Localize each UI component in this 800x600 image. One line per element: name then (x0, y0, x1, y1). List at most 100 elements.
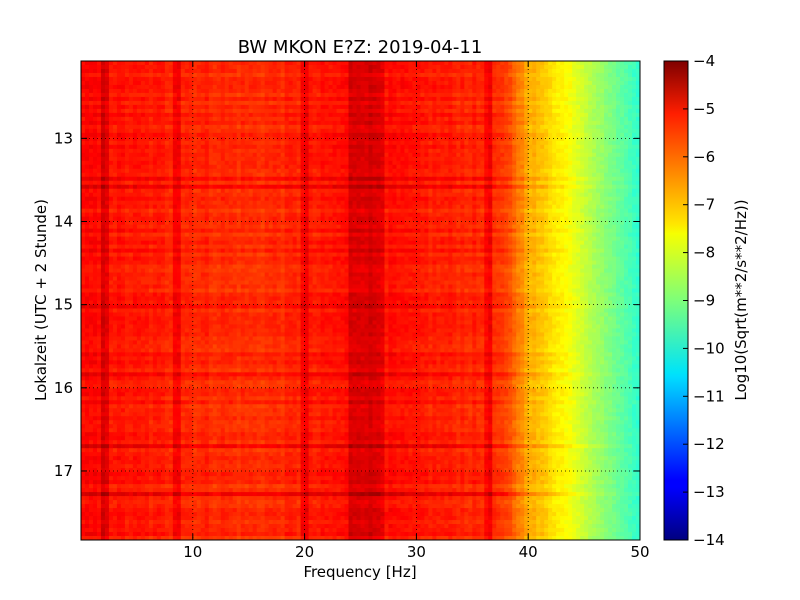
heatmap-cell (340, 112, 346, 118)
heatmap-cell (81, 116, 86, 122)
heatmap-cell (480, 96, 485, 102)
heatmap-cell (160, 156, 166, 162)
heatmap-cell (576, 104, 581, 110)
heatmap-cell (92, 88, 98, 94)
heatmap-cell (284, 196, 290, 202)
heatmap-cell (512, 120, 517, 126)
heatmap-cell (504, 192, 509, 198)
heatmap-cell (280, 172, 286, 178)
heatmap-cell (552, 188, 557, 194)
heatmap-cell (156, 84, 162, 90)
heatmap-cell (296, 112, 302, 118)
heatmap-cell (472, 104, 477, 110)
heatmap-cell (548, 136, 553, 142)
heatmap-cell (460, 92, 465, 98)
heatmap-cell (100, 61, 106, 66)
heatmap-cell (372, 196, 378, 202)
heatmap-cell (548, 156, 553, 162)
heatmap-cell (484, 160, 489, 166)
heatmap-cell (376, 152, 382, 158)
heatmap-cell (180, 196, 186, 202)
heatmap-cell (596, 152, 601, 158)
heatmap-cell (628, 120, 633, 126)
heatmap-cell (436, 144, 441, 150)
heatmap-cell (548, 68, 553, 74)
heatmap-cell (356, 132, 362, 138)
heatmap-cell (204, 184, 210, 190)
heatmap-cell (420, 148, 425, 154)
heatmap-cell (292, 92, 298, 98)
heatmap-cell (196, 96, 202, 102)
heatmap-cell (344, 76, 350, 82)
heatmap-cell (560, 64, 565, 70)
heatmap-cell (380, 176, 386, 182)
heatmap-cell (496, 180, 501, 186)
heatmap-cell (316, 180, 322, 186)
heatmap-cell (460, 72, 465, 78)
heatmap-cell (564, 112, 569, 118)
heatmap-cell (116, 124, 122, 130)
heatmap-cell (340, 136, 346, 142)
heatmap-cell (524, 144, 529, 150)
heatmap-cell (564, 144, 569, 150)
heatmap-cell (140, 180, 146, 186)
heatmap-cell (352, 92, 358, 98)
heatmap-cell (256, 128, 262, 134)
heatmap-cell (196, 72, 202, 78)
heatmap-cell (216, 172, 222, 178)
heatmap-cell (220, 156, 226, 162)
heatmap-cell (592, 196, 597, 202)
heatmap-cell (508, 108, 513, 114)
heatmap-cell (528, 108, 533, 114)
heatmap-cell (288, 116, 294, 122)
heatmap-cell (300, 180, 306, 186)
heatmap-cell (192, 160, 198, 166)
heatmap-cell (224, 196, 230, 202)
heatmap-cell (496, 176, 501, 182)
heatmap-cell (484, 132, 489, 138)
heatmap-cell (584, 124, 589, 130)
heatmap-cell (484, 76, 489, 82)
heatmap-cell (596, 88, 601, 94)
heatmap-cell (264, 152, 270, 158)
heatmap-cell (544, 184, 549, 190)
heatmap-cell (456, 132, 461, 138)
heatmap-cell (408, 72, 413, 78)
heatmap-cell (520, 96, 525, 102)
heatmap-cell (196, 128, 202, 134)
heatmap-cell (252, 88, 258, 94)
heatmap-cell (624, 188, 629, 194)
heatmap-cell (96, 96, 102, 102)
heatmap-cell (608, 116, 613, 122)
heatmap-cell (584, 152, 589, 158)
heatmap-cell (428, 152, 433, 158)
heatmap-cell (196, 116, 202, 122)
heatmap-cell (484, 116, 489, 122)
heatmap-cell (292, 188, 298, 194)
heatmap-cell (336, 188, 342, 194)
heatmap-cell (228, 96, 234, 102)
heatmap-cell (472, 196, 477, 202)
heatmap-cell (204, 180, 210, 186)
heatmap-cell (608, 80, 613, 86)
heatmap-cell (424, 61, 429, 66)
heatmap-cell (328, 156, 334, 162)
heatmap-cell (440, 112, 445, 118)
heatmap-cell (468, 188, 473, 194)
heatmap-cell (412, 112, 417, 118)
heatmap-cell (120, 128, 126, 134)
heatmap-cell (176, 176, 182, 182)
heatmap-cell (84, 172, 90, 178)
heatmap-cell (336, 80, 342, 86)
heatmap-cell (96, 132, 102, 138)
heatmap-cell (204, 84, 210, 90)
heatmap-cell (540, 192, 545, 198)
heatmap-cell (400, 152, 406, 158)
heatmap-cell (240, 176, 246, 182)
heatmap-cell (392, 61, 398, 66)
heatmap-cell (364, 100, 370, 106)
heatmap-cell (440, 84, 445, 90)
heatmap-cell (132, 64, 138, 70)
heatmap-cell (328, 160, 334, 166)
heatmap-cell (152, 84, 158, 90)
